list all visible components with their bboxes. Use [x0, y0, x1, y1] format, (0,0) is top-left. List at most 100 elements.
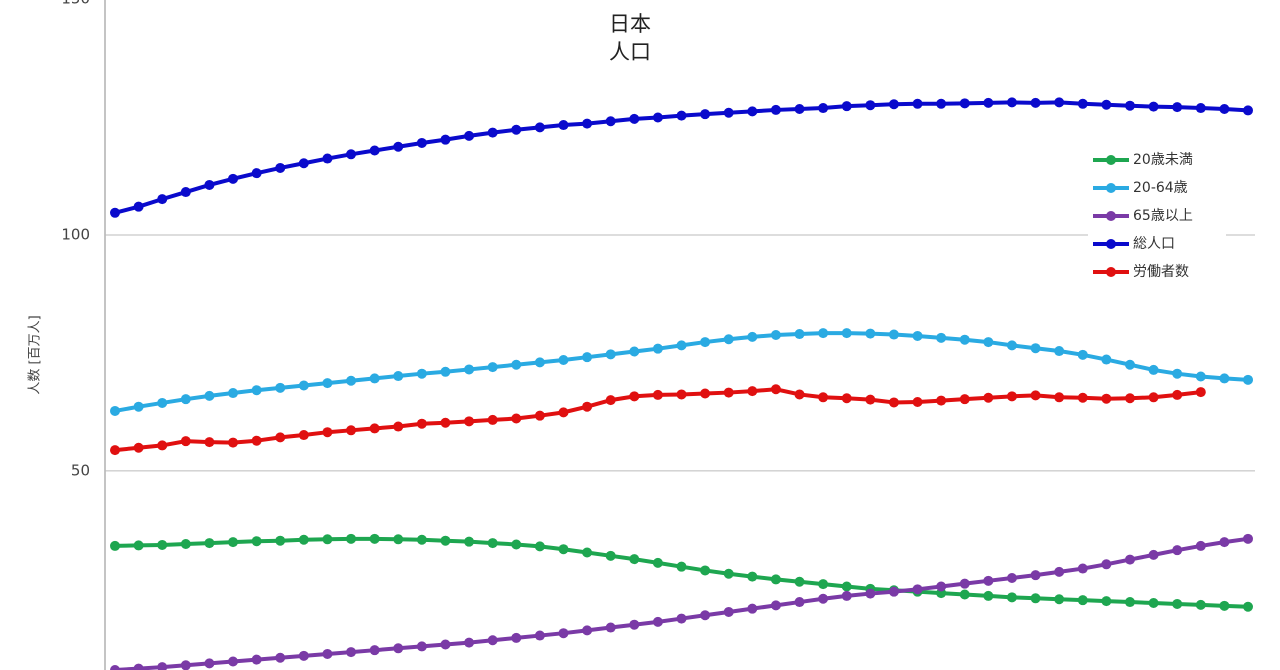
data-point: [1030, 390, 1041, 401]
data-point: [652, 112, 663, 123]
data-point: [204, 179, 215, 190]
legend-marker: [1106, 239, 1116, 249]
data-point: [912, 330, 923, 341]
data-point: [888, 329, 899, 340]
data-point: [794, 576, 805, 587]
data-point: [865, 588, 876, 599]
data-point: [605, 116, 616, 127]
data-point: [346, 533, 357, 544]
data-point: [841, 581, 852, 592]
data-point: [1101, 354, 1112, 365]
data-point: [676, 389, 687, 400]
data-point: [582, 547, 593, 558]
data-point: [322, 378, 333, 389]
data-point: [511, 632, 522, 643]
data-point: [322, 427, 333, 438]
data-point: [369, 423, 380, 434]
y-axis-label: 人数 [百万人]: [28, 315, 43, 394]
data-point: [700, 388, 711, 399]
data-point: [1077, 392, 1088, 403]
data-point: [110, 540, 120, 551]
data-point: [865, 100, 876, 111]
data-point: [1148, 392, 1159, 403]
data-point: [1054, 566, 1065, 577]
data-point: [959, 334, 970, 345]
data-point: [676, 613, 687, 624]
y-tick-label: 50: [71, 461, 90, 479]
data-point: [322, 534, 333, 545]
data-point: [1148, 598, 1159, 608]
data-point: [652, 389, 663, 400]
data-point: [1195, 387, 1206, 398]
data-point: [157, 440, 168, 451]
data-point: [346, 375, 357, 386]
data-point: [582, 625, 593, 636]
data-point: [1124, 359, 1135, 370]
data-point: [1077, 349, 1088, 360]
data-point: [275, 432, 286, 443]
data-point: [888, 397, 899, 408]
data-point: [723, 334, 734, 345]
data-point: [605, 349, 616, 360]
data-point: [180, 660, 191, 670]
legend-label: 20歳未満: [1133, 152, 1193, 168]
data-point: [1030, 570, 1041, 581]
data-point: [1172, 545, 1183, 556]
data-point: [865, 328, 876, 339]
data-point: [983, 97, 994, 108]
data-point: [582, 352, 593, 363]
data-point: [251, 536, 262, 547]
data-point: [228, 437, 239, 448]
data-point: [464, 536, 475, 547]
y-tick-label: 100: [61, 225, 90, 243]
data-point: [204, 437, 215, 448]
data-point: [558, 355, 569, 366]
data-point: [747, 331, 758, 342]
data-point: [558, 628, 569, 639]
data-point: [818, 593, 829, 604]
data-point: [794, 103, 805, 114]
data-point: [770, 104, 781, 115]
data-point: [157, 662, 168, 670]
data-point: [1243, 105, 1253, 116]
data-point: [1172, 368, 1183, 379]
data-point: [251, 435, 262, 446]
data-point: [275, 652, 286, 663]
data-point: [393, 534, 404, 545]
data-point: [298, 430, 309, 441]
data-point: [110, 665, 120, 670]
data-point: [747, 386, 758, 397]
data-point: [888, 99, 899, 110]
data-point: [1243, 374, 1253, 385]
data-point: [888, 586, 899, 597]
data-point: [912, 584, 923, 595]
data-point: [157, 397, 168, 408]
data-point: [936, 332, 947, 343]
data-point: [369, 533, 380, 544]
data-point: [416, 534, 427, 545]
data-point: [912, 397, 923, 407]
data-point: [1195, 103, 1206, 114]
data-point: [110, 445, 120, 456]
data-point: [346, 647, 357, 658]
data-point: [629, 554, 640, 565]
data-point: [841, 590, 852, 601]
legend-label: 総人口: [1133, 236, 1175, 252]
series-line: [114, 536, 1249, 670]
data-point: [228, 537, 239, 548]
data-point: [676, 340, 687, 351]
data-point: [464, 416, 475, 427]
data-point: [1243, 533, 1253, 544]
data-point: [511, 359, 522, 370]
data-point: [322, 648, 333, 659]
data-point: [983, 392, 994, 403]
data-point: [157, 194, 168, 205]
series-line: [114, 536, 1249, 609]
data-point: [1101, 393, 1112, 404]
data-point: [416, 418, 427, 429]
data-point: [511, 413, 522, 424]
data-point: [629, 619, 640, 630]
data-point: [629, 391, 640, 402]
legend-label: 労働者数: [1133, 264, 1189, 280]
